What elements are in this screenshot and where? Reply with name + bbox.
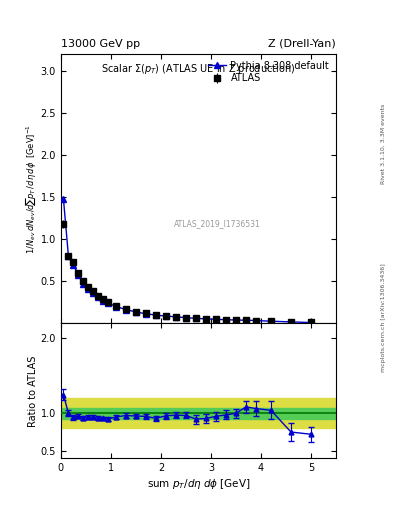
Pythia 8.308 default <box>204 316 208 322</box>
Text: mcplots.cern.ch [arXiv:1306.3436]: mcplots.cern.ch [arXiv:1306.3436] <box>381 263 386 372</box>
Pythia 8.308 default <box>253 317 258 324</box>
Pythia 8.308 default <box>143 311 148 317</box>
X-axis label: sum $p_T/d\eta\;d\phi$ [GeV]: sum $p_T/d\eta\;d\phi$ [GeV] <box>147 477 250 492</box>
Pythia 8.308 default <box>101 297 106 304</box>
Pythia 8.308 default <box>61 196 66 202</box>
Pythia 8.308 default <box>96 294 101 301</box>
Pythia 8.308 default <box>71 262 76 268</box>
Pythia 8.308 default <box>174 314 178 320</box>
Pythia 8.308 default <box>309 319 313 326</box>
Text: 13000 GeV pp: 13000 GeV pp <box>61 38 140 49</box>
Pythia 8.308 default <box>114 304 118 310</box>
Pythia 8.308 default <box>123 307 128 313</box>
Pythia 8.308 default <box>134 309 138 315</box>
Pythia 8.308 default <box>81 281 86 287</box>
Pythia 8.308 default <box>76 271 81 278</box>
Pythia 8.308 default <box>288 319 293 325</box>
Pythia 8.308 default <box>233 317 238 323</box>
Text: Rivet 3.1.10, 3.3M events: Rivet 3.1.10, 3.3M events <box>381 103 386 183</box>
Pythia 8.308 default <box>66 253 71 259</box>
Y-axis label: Ratio to ATLAS: Ratio to ATLAS <box>28 355 38 426</box>
Pythia 8.308 default <box>163 313 168 319</box>
Pythia 8.308 default <box>86 286 91 292</box>
Pythia 8.308 default <box>214 316 219 323</box>
Pythia 8.308 default <box>184 314 188 321</box>
Pythia 8.308 default <box>91 290 96 296</box>
Pythia 8.308 default <box>244 317 248 323</box>
Line: Pythia 8.308 default: Pythia 8.308 default <box>61 196 314 325</box>
Pythia 8.308 default <box>194 315 198 322</box>
Text: Z (Drell-Yan): Z (Drell-Yan) <box>268 38 336 49</box>
Pythia 8.308 default <box>269 318 274 324</box>
Pythia 8.308 default <box>106 300 111 306</box>
Pythia 8.308 default <box>224 316 228 323</box>
Text: Scalar $\Sigma(p_T)$ (ATLAS UE in Z production): Scalar $\Sigma(p_T)$ (ATLAS UE in Z prod… <box>101 62 296 76</box>
Y-axis label: $1/N_{ev}\,dN_{ev}/d\!\sum\!p_T\,/d\eta\,d\phi\;\;[\mathrm{GeV}]^{-1}$: $1/N_{ev}\,dN_{ev}/d\!\sum\!p_T\,/d\eta\… <box>24 123 38 253</box>
Pythia 8.308 default <box>154 312 158 318</box>
Text: ATLAS_2019_I1736531: ATLAS_2019_I1736531 <box>174 219 261 228</box>
Legend: Pythia 8.308 default, ATLAS: Pythia 8.308 default, ATLAS <box>206 58 331 86</box>
